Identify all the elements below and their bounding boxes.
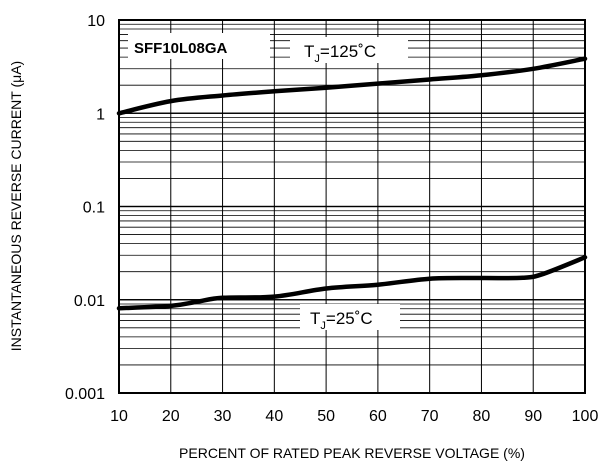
y-tick-label: 0.001	[65, 386, 105, 403]
x-tick-label: 50	[317, 408, 335, 425]
plot-frame	[118, 19, 586, 394]
series-line-tj-25c	[116, 255, 588, 311]
x-tick-label: 90	[524, 408, 542, 425]
grid	[118, 19, 586, 394]
x-tick-label: 10	[110, 408, 128, 425]
model-label: SFF10L08GA	[134, 40, 228, 57]
x-axis-title: PERCENT OF RATED PEAK REVERSE VOLTAGE (%…	[179, 445, 525, 461]
model-label-box	[128, 33, 270, 59]
y-axis-title: INSTANTANEOUS REVERSE CURRENT (μA)	[8, 61, 24, 351]
x-tick-label: 80	[473, 408, 491, 425]
series-label-25: TJ=25˚C	[310, 309, 373, 332]
x-tick-labels: 10 20 30 40 50 60 70 80 90 100	[110, 408, 598, 425]
x-tick-label: 30	[214, 408, 232, 425]
x-tick-label: 60	[369, 408, 387, 425]
x-tick-label: 70	[421, 408, 439, 425]
y-tick-label: 10	[87, 13, 105, 30]
series-label-box-25	[300, 304, 400, 330]
y-tick-label: 1	[96, 106, 105, 123]
series-lines	[116, 56, 588, 311]
series-label-125: TJ=125˚C	[304, 42, 376, 65]
series-label-box-125	[290, 37, 408, 63]
series-line-tj-125c	[116, 56, 588, 116]
y-tick-label: 0.01	[74, 293, 105, 310]
x-tick-label: 20	[162, 408, 180, 425]
x-tick-label: 40	[265, 408, 283, 425]
y-tick-labels: 0.001 0.01 0.1 1 10	[65, 13, 105, 403]
x-tick-label: 100	[572, 408, 599, 425]
y-tick-label: 0.1	[83, 200, 105, 217]
